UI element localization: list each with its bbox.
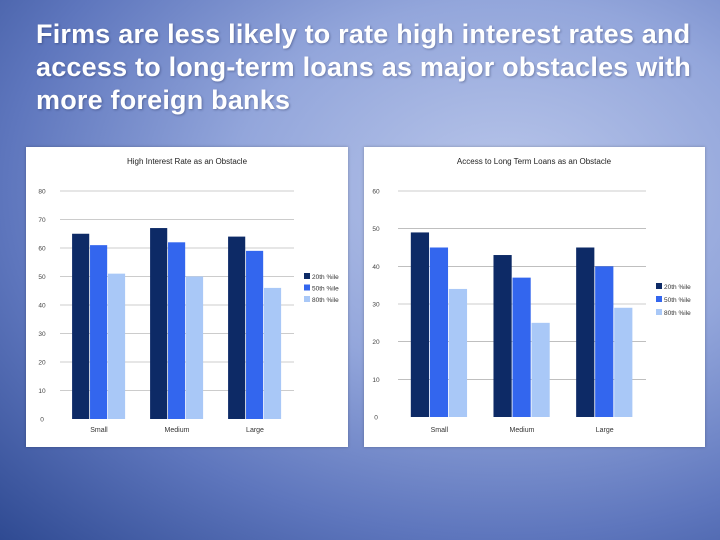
- legend-label: 20th %ile: [312, 274, 339, 281]
- bar-large-series-2: [595, 266, 614, 417]
- legend-label: 50th %ile: [664, 297, 691, 304]
- y-tick-label: 30: [372, 302, 380, 309]
- y-tick-label: 70: [38, 217, 46, 224]
- y-tick-label: 10: [372, 377, 380, 384]
- bar-small-series-1: [410, 232, 430, 417]
- x-category-label: Large: [246, 427, 264, 434]
- legend-label: 80th %ile: [312, 297, 339, 304]
- slide-title: Firms are less likely to rate high inter…: [36, 19, 692, 115]
- bar-large-series-1: [228, 236, 246, 419]
- y-tick-label: 40: [38, 303, 46, 310]
- legend-swatch: [656, 296, 662, 302]
- y-tick-label: 0: [40, 417, 44, 424]
- bar-medium-series-1: [493, 255, 512, 417]
- chart-panel-long-term-loans: Access to Long Term Loans as an Obstacle…: [364, 147, 705, 447]
- legend-label: 80th %ile: [664, 310, 691, 317]
- y-tick-label: 80: [38, 189, 46, 196]
- x-category-label: Small: [431, 427, 449, 434]
- x-category-label: Large: [596, 427, 614, 434]
- bar-large-series-2: [246, 250, 264, 419]
- bar-medium-series-2: [168, 242, 186, 419]
- y-tick-label: 20: [38, 360, 46, 367]
- chart-panel-high-interest-rate: High Interest Rate as an Obstacle 0 10 20 30…: [26, 147, 348, 447]
- x-category-label: Medium: [510, 427, 535, 434]
- bar-large-series-3: [263, 287, 282, 419]
- x-category-label: Small: [90, 427, 108, 434]
- x-category-label: Medium: [165, 427, 190, 434]
- bar-large-series-3: [614, 307, 633, 417]
- y-tick-label: 60: [38, 246, 46, 253]
- y-tick-label: 0: [374, 415, 378, 422]
- bar-small-series-2: [429, 247, 449, 417]
- y-tick-label: 40: [372, 264, 380, 271]
- legend-swatch: [304, 273, 310, 279]
- bar-small-series-3: [107, 273, 126, 419]
- bar-medium-series-3: [185, 276, 204, 419]
- bar-small-series-3: [448, 288, 468, 417]
- legend-swatch: [304, 284, 310, 291]
- bar-medium-series-2: [512, 277, 531, 417]
- y-tick-label: 10: [38, 388, 46, 395]
- y-tick-label: 30: [38, 331, 46, 338]
- y-tick-label: 50: [372, 226, 380, 233]
- legend-swatch: [656, 283, 662, 289]
- chart-title: High Interest Rate as an Obstacle: [127, 157, 248, 166]
- chart-high-interest-rate: High Interest Rate as an Obstacle 0 10 20 30…: [38, 157, 339, 434]
- chart-long-term-loans: Access to Long Term Loans as an Obstacle…: [372, 157, 691, 434]
- legend-label: 50th %ile: [312, 286, 339, 293]
- bar-small-series-2: [90, 245, 108, 419]
- bar-medium-series-1: [150, 228, 168, 419]
- chart-title: Access to Long Term Loans as an Obstacle: [457, 157, 612, 166]
- bar-large-series-1: [576, 247, 595, 417]
- legend-label: 20th %ile: [664, 284, 691, 291]
- legend-swatch: [656, 309, 662, 315]
- y-tick-label: 60: [372, 189, 380, 196]
- bar-medium-series-3: [531, 322, 550, 417]
- legend-swatch: [304, 296, 310, 302]
- y-tick-label: 20: [372, 339, 380, 346]
- bar-small-series-1: [72, 233, 90, 419]
- y-tick-label: 50: [38, 274, 46, 281]
